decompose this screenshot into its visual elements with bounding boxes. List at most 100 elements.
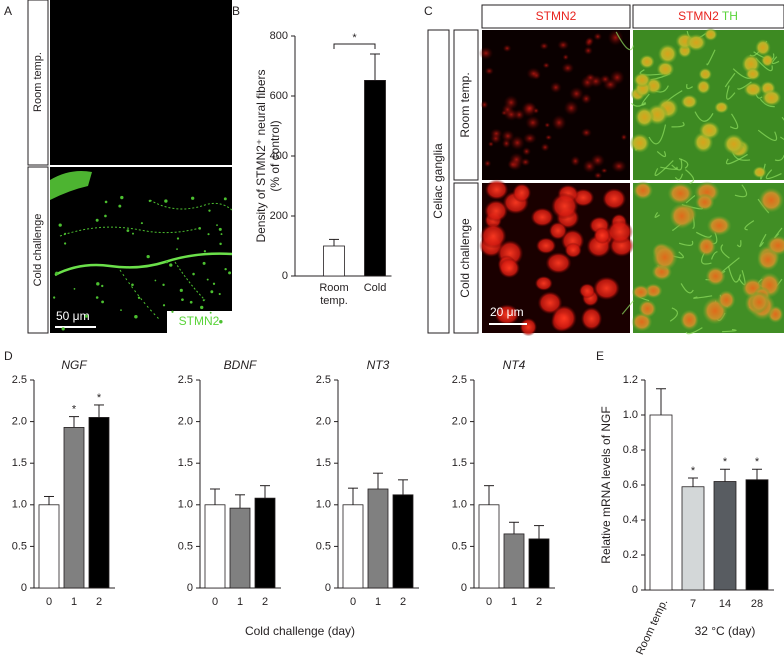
cell: [621, 134, 628, 141]
y-tick-label: 800: [270, 30, 288, 42]
y-tick-label: 0.5: [178, 540, 193, 552]
fiber-dot: [198, 227, 201, 230]
cell: [564, 243, 581, 258]
cell: [697, 236, 716, 256]
significance-bracket: [334, 44, 375, 49]
cell: [639, 55, 655, 69]
cell: [594, 172, 603, 179]
cell: [695, 194, 714, 211]
fiber-dot: [221, 233, 223, 235]
cell: [484, 200, 508, 222]
row-label: Room temp.: [32, 52, 44, 112]
cell: [707, 215, 732, 235]
y-tick-label: 0.5: [316, 540, 331, 552]
x-tick-label: 14: [719, 598, 731, 610]
fiber-dot: [166, 261, 168, 263]
column-label: STMN2 TH: [678, 9, 738, 23]
panel-label: E: [596, 349, 604, 363]
cell: [569, 87, 584, 101]
cell: [761, 89, 781, 106]
cell: [542, 62, 549, 69]
bar: [39, 505, 59, 588]
bar: [365, 80, 386, 276]
fiber-dot: [64, 242, 66, 244]
fiber-dot: [169, 263, 172, 266]
panel-label: A: [4, 4, 12, 18]
bar: [89, 417, 109, 588]
fiber-dot: [96, 296, 99, 299]
fiber-dot: [55, 272, 58, 275]
fiber-dot: [163, 304, 165, 306]
y-tick-label: 1.0: [316, 499, 331, 511]
y-tick-label: 1.2: [623, 374, 638, 386]
cell: [755, 39, 771, 56]
fiber-dot: [181, 298, 184, 301]
y-tick-label: 0.4: [623, 514, 638, 526]
fiber-dot: [120, 309, 122, 311]
cell: [523, 133, 537, 144]
y-tick-label: 2.5: [12, 374, 27, 386]
fiber-dot: [131, 283, 134, 286]
x-tick-label: 28: [751, 598, 763, 610]
significance: *: [352, 32, 357, 44]
fiber-dot: [192, 273, 195, 276]
bar: [479, 505, 499, 588]
cell: [522, 147, 531, 156]
fiber-dot: [155, 280, 157, 282]
fiber-dot: [228, 271, 231, 274]
cell: [490, 128, 503, 138]
x-tick-label: Cold: [349, 282, 401, 295]
cell: [699, 68, 712, 81]
cell: [479, 47, 494, 60]
cell: [581, 128, 592, 138]
y-tick-label: 600: [270, 90, 288, 102]
y-axis-label: Relative mRNA levels of NGF: [599, 406, 613, 563]
y-tick-label: 2.0: [316, 416, 331, 428]
y-tick-label: 0.6: [623, 479, 638, 491]
fiber-dot: [147, 255, 150, 258]
bar: [230, 508, 250, 588]
fiber-dot: [210, 290, 213, 293]
y-axis-label: Density of STMN2⁺ neural fibers: [254, 69, 268, 242]
cell: [485, 179, 509, 200]
bar: [205, 505, 225, 588]
cell: [564, 100, 579, 115]
cell: [557, 40, 569, 50]
cell: [633, 72, 651, 87]
fiber-dot: [203, 262, 206, 265]
cell: [759, 188, 784, 213]
cell: [696, 80, 710, 95]
cell: [602, 188, 626, 210]
cell: [581, 307, 602, 331]
fiber-dot: [190, 301, 193, 304]
fiber-dot: [219, 320, 222, 323]
fiber-dot: [101, 300, 104, 303]
fiber-dot: [132, 233, 134, 235]
cell: [608, 29, 624, 45]
fiber-dot: [176, 248, 178, 250]
cell: [498, 258, 520, 278]
scale-bar-label: 20 μm: [490, 305, 524, 319]
x-tick-label: 2: [400, 596, 406, 608]
y-tick-label: 0.2: [623, 549, 638, 561]
y-tick-label: 2.5: [452, 374, 467, 386]
fiber-dot: [104, 215, 107, 218]
column-label-part: STMN2: [536, 9, 577, 23]
micrograph: [50, 167, 232, 333]
cell: [600, 74, 611, 84]
fiber-dot: [127, 229, 130, 232]
fiber-dot: [164, 199, 167, 202]
fiber-dot: [219, 293, 221, 295]
cell: [579, 283, 595, 298]
x-tick-label: 1: [511, 596, 517, 608]
cell: [680, 310, 699, 331]
cell: [652, 244, 677, 271]
bar: [393, 495, 413, 588]
fiber-dot: [96, 219, 99, 222]
y-tick-label: 0.5: [12, 540, 27, 552]
fiber-dot: [224, 268, 226, 270]
micrograph: [50, 0, 232, 165]
cell: [526, 67, 541, 79]
cell: [681, 94, 698, 109]
y-tick-label: 2.0: [452, 416, 467, 428]
